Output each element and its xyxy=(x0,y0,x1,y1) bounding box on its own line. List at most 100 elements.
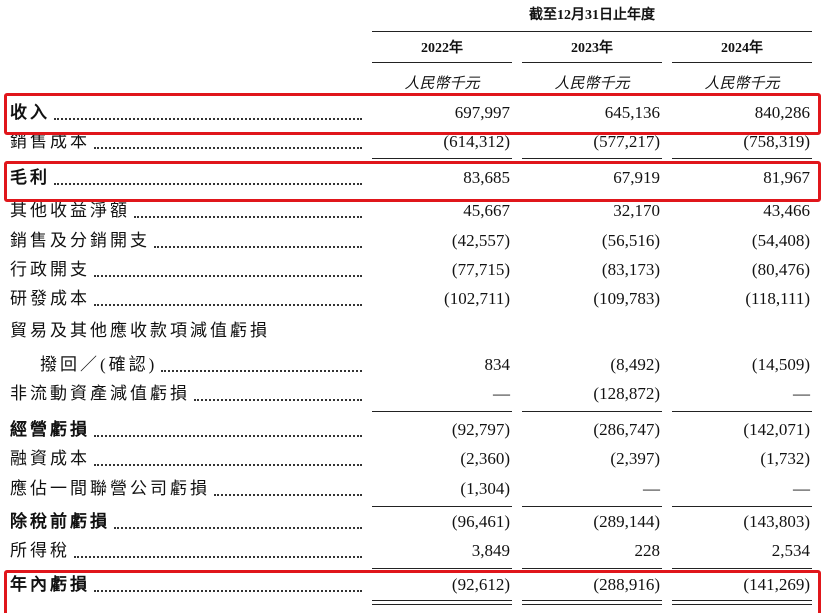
row-label: 非流動資產減值虧損 xyxy=(10,384,190,403)
row-label: 經營虧損 xyxy=(10,420,90,439)
leader-dots xyxy=(94,304,362,306)
row-label: 融資成本 xyxy=(10,449,90,468)
row-value: 45,667 xyxy=(463,201,510,220)
total-rule xyxy=(522,411,662,412)
row-value: (42,557) xyxy=(451,231,510,250)
unit-label: 人民幣千元 xyxy=(404,76,480,92)
total-rule xyxy=(372,600,512,601)
row-value: (92,612) xyxy=(451,575,510,594)
row-value: (289,144) xyxy=(593,512,660,531)
period-header: 截至12月31日止年度 xyxy=(529,8,655,23)
row-value: (1,304) xyxy=(460,479,510,498)
row-value: (1,732) xyxy=(760,449,810,468)
row-value: — xyxy=(493,384,510,403)
row-value: — xyxy=(793,479,810,498)
row-value: (288,916) xyxy=(593,575,660,594)
total-rule xyxy=(372,568,512,569)
year-rule xyxy=(372,62,512,63)
row-value: (2,360) xyxy=(460,449,510,468)
total-rule xyxy=(672,604,812,605)
row-value: 3,849 xyxy=(471,541,510,560)
total-rule xyxy=(522,158,662,159)
row-label: 收入 xyxy=(10,103,50,122)
row-label: 年內虧損 xyxy=(10,575,90,594)
leader-dots xyxy=(54,118,362,120)
row-label: 所得稅 xyxy=(10,541,70,560)
leader-dots xyxy=(194,399,362,401)
total-rule xyxy=(372,506,512,507)
highlight-box xyxy=(4,161,821,202)
total-rule xyxy=(522,506,662,507)
total-rule xyxy=(372,604,512,605)
row-label: 研發成本 xyxy=(10,289,90,308)
row-value: (2,397) xyxy=(610,449,660,468)
total-rule xyxy=(372,411,512,412)
row-value: 645,136 xyxy=(604,103,660,122)
row-value: (8,492) xyxy=(610,355,660,374)
row-value: 2,534 xyxy=(771,541,810,560)
row-value: (54,408) xyxy=(751,231,810,250)
row-label: 毛利 xyxy=(10,168,50,187)
row-value: — xyxy=(643,479,660,498)
row-label: 貿易及其他應收款項減值虧損 xyxy=(10,321,270,340)
leader-dots xyxy=(74,556,362,558)
total-rule xyxy=(522,568,662,569)
year-header: 2022年 xyxy=(421,41,463,56)
leader-dots xyxy=(161,370,362,372)
row-value: 81,967 xyxy=(763,168,810,187)
row-value: (77,715) xyxy=(451,260,510,279)
total-rule xyxy=(672,411,812,412)
row-value: (83,173) xyxy=(601,260,660,279)
leader-dots xyxy=(94,147,362,149)
leader-dots xyxy=(134,216,362,218)
header-rule xyxy=(372,31,812,32)
row-label: 應佔一間聯營公司虧損 xyxy=(10,479,210,498)
total-rule xyxy=(522,604,662,605)
row-value: 228 xyxy=(634,541,661,560)
row-value: (128,872) xyxy=(593,384,660,403)
unit-label: 人民幣千元 xyxy=(554,76,630,92)
highlight-box xyxy=(4,93,821,135)
row-value: (614,312) xyxy=(443,132,510,151)
leader-dots xyxy=(94,590,362,592)
row-value: (143,803) xyxy=(743,512,810,531)
row-label: 除稅前虧損 xyxy=(10,512,110,531)
row-value: (141,269) xyxy=(743,575,810,594)
row-value: (577,217) xyxy=(593,132,660,151)
leader-dots xyxy=(154,246,362,248)
year-rule xyxy=(672,62,812,63)
leader-dots xyxy=(54,183,362,185)
row-value: (56,516) xyxy=(601,231,660,250)
year-header: 2023年 xyxy=(571,41,613,56)
row-value: (96,461) xyxy=(451,512,510,531)
leader-dots xyxy=(94,435,362,437)
row-value: 697,997 xyxy=(454,103,510,122)
row-value: (102,711) xyxy=(444,289,510,308)
row-value: (758,319) xyxy=(743,132,810,151)
total-rule xyxy=(372,158,512,159)
row-value: 43,466 xyxy=(763,201,810,220)
leader-dots xyxy=(94,464,362,466)
row-value: (142,071) xyxy=(743,420,810,439)
row-value: (286,747) xyxy=(593,420,660,439)
row-value: (80,476) xyxy=(751,260,810,279)
row-label: 銷售及分銷開支 xyxy=(10,231,150,250)
row-label: 銷售成本 xyxy=(10,132,90,151)
leader-dots xyxy=(94,275,362,277)
total-rule xyxy=(672,568,812,569)
row-label: 行政開支 xyxy=(10,260,90,279)
row-label: 其他收益淨額 xyxy=(10,201,130,220)
total-rule xyxy=(522,600,662,601)
total-rule xyxy=(672,158,812,159)
row-value: 83,685 xyxy=(463,168,510,187)
row-value: (14,509) xyxy=(751,355,810,374)
year-rule xyxy=(522,62,662,63)
leader-dots xyxy=(114,527,362,529)
row-value: 67,919 xyxy=(613,168,660,187)
total-rule xyxy=(672,600,812,601)
total-rule xyxy=(672,506,812,507)
row-value: (92,797) xyxy=(451,420,510,439)
row-label: 撥回／(確認) xyxy=(40,355,158,374)
year-header: 2024年 xyxy=(721,41,763,56)
